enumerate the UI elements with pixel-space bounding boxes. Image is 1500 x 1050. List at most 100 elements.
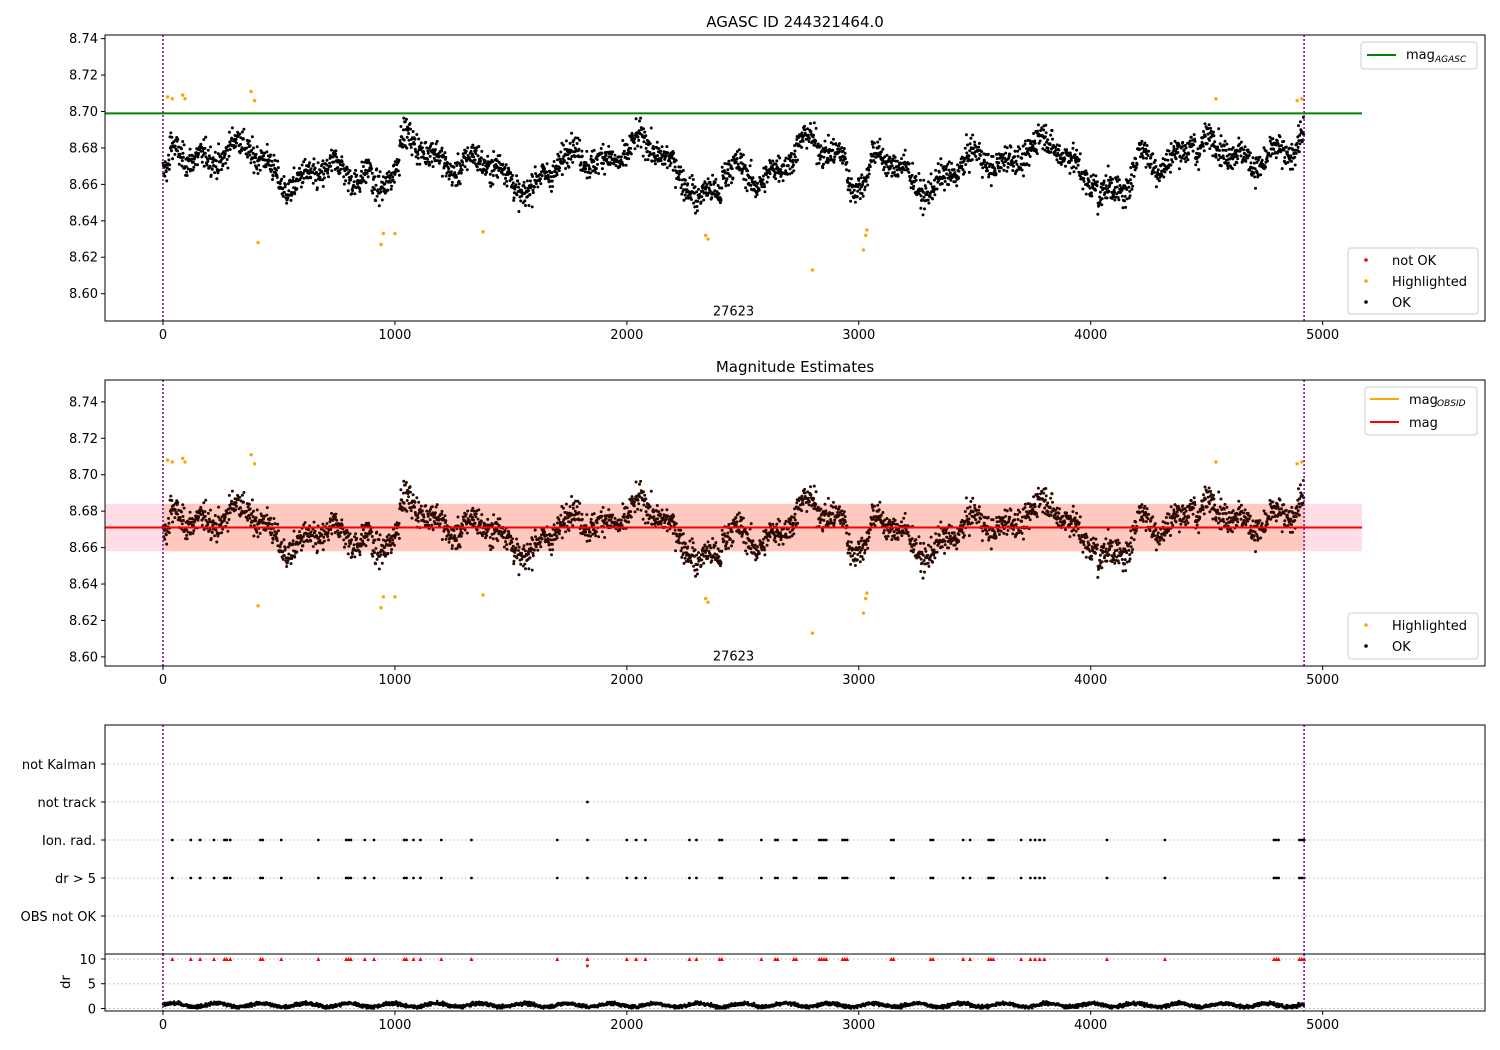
data-point xyxy=(1072,170,1076,174)
agasc-axes-frame xyxy=(104,34,1486,322)
data-point xyxy=(547,177,550,181)
data-point xyxy=(1038,139,1042,143)
data-point xyxy=(1071,146,1075,150)
data-point xyxy=(577,147,581,151)
data-point xyxy=(275,173,279,177)
data-point xyxy=(181,503,185,507)
data-point xyxy=(433,511,437,515)
data-point xyxy=(789,155,793,159)
data-point xyxy=(415,133,419,136)
data-point xyxy=(1116,175,1120,179)
data-point xyxy=(540,174,544,178)
data-point xyxy=(214,159,218,163)
data-point xyxy=(638,482,641,486)
data-point xyxy=(1118,184,1122,187)
data-point xyxy=(679,186,683,190)
data-point xyxy=(1068,171,1072,175)
data-point xyxy=(546,537,550,541)
data-point xyxy=(486,154,490,158)
data-point xyxy=(819,507,823,511)
y-tick-label: 8.72 xyxy=(69,69,98,84)
data-point xyxy=(163,537,167,541)
data-point xyxy=(807,140,811,143)
data-point xyxy=(1176,151,1180,154)
data-point xyxy=(1209,126,1213,130)
data-point xyxy=(526,186,530,190)
data-point xyxy=(404,481,408,484)
data-point xyxy=(444,519,448,523)
data-point xyxy=(1014,159,1018,163)
data-point xyxy=(210,167,214,171)
data-point xyxy=(1224,148,1228,152)
data-point xyxy=(240,146,244,150)
data-point xyxy=(726,531,730,535)
data-point xyxy=(1055,158,1059,162)
data-point xyxy=(1179,146,1183,150)
data-point xyxy=(1208,138,1211,142)
data-point xyxy=(832,523,836,527)
data-point xyxy=(657,147,661,151)
data-point xyxy=(1184,146,1188,150)
data-point xyxy=(177,162,181,166)
data-point xyxy=(213,150,217,154)
data-point xyxy=(474,152,478,155)
data-point xyxy=(184,165,188,169)
data-point xyxy=(555,173,559,177)
data-point xyxy=(201,512,205,516)
data-point xyxy=(860,173,864,177)
data-point xyxy=(192,165,196,169)
data-point xyxy=(374,199,378,203)
data-point xyxy=(659,512,663,516)
data-point xyxy=(326,531,330,535)
data-point xyxy=(849,177,853,181)
data-point xyxy=(600,151,604,155)
data-point xyxy=(545,170,549,174)
data-point xyxy=(675,533,679,537)
data-point xyxy=(326,171,330,175)
data-point xyxy=(1045,140,1049,144)
data-point xyxy=(208,528,212,531)
data-point xyxy=(730,530,734,534)
data-point xyxy=(675,170,679,174)
data-point xyxy=(436,159,440,163)
data-point xyxy=(731,176,735,180)
data-point xyxy=(208,164,212,168)
data-point xyxy=(475,528,479,532)
data-point xyxy=(597,535,601,539)
data-point xyxy=(393,536,397,540)
data-point xyxy=(1258,155,1262,159)
data-point xyxy=(167,158,171,162)
data-point xyxy=(408,122,412,125)
data-point xyxy=(693,185,697,189)
data-point xyxy=(1278,135,1282,139)
data-point xyxy=(576,136,580,140)
data-point xyxy=(690,537,694,541)
data-point xyxy=(833,518,837,522)
data-point xyxy=(491,182,495,186)
data-point xyxy=(481,171,484,175)
data-point xyxy=(334,149,338,153)
data-point xyxy=(173,508,177,511)
data-point xyxy=(312,157,316,161)
data-point xyxy=(191,517,195,521)
data-point xyxy=(771,159,775,163)
data-point xyxy=(322,539,326,543)
data-point xyxy=(285,565,289,568)
data-point xyxy=(629,510,633,514)
data-point xyxy=(809,485,812,489)
data-point xyxy=(926,198,930,202)
data-point xyxy=(221,162,225,166)
data-point xyxy=(644,510,648,514)
data-point xyxy=(683,193,687,197)
data-point xyxy=(629,146,633,150)
data-point xyxy=(503,529,507,533)
data-point xyxy=(846,176,850,180)
data-point xyxy=(823,502,827,506)
data-point xyxy=(1071,141,1075,145)
data-point xyxy=(551,548,555,552)
data-point xyxy=(1259,173,1263,177)
data-point xyxy=(734,152,738,156)
data-point xyxy=(404,117,408,121)
data-point xyxy=(302,160,306,164)
data-point xyxy=(361,528,365,532)
